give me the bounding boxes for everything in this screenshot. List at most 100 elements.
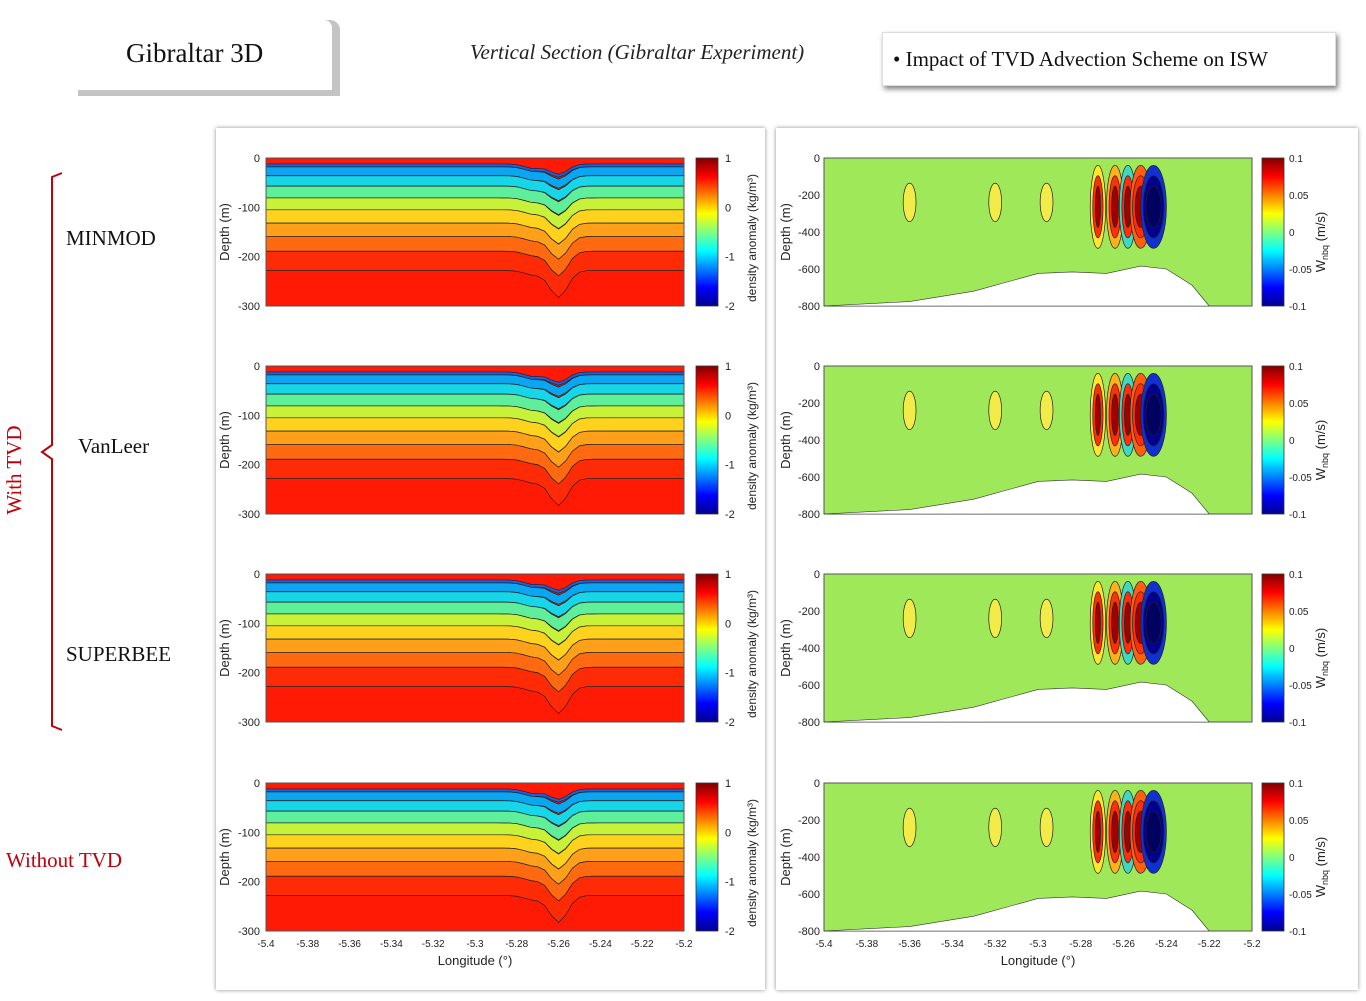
weak-cell [1039, 807, 1054, 847]
velocity-xtick: -5.38 [855, 939, 878, 950]
isw-contour [1145, 810, 1162, 853]
density-colorbar [695, 782, 719, 932]
density-ylabel: Depth (m) [217, 203, 232, 261]
velocity-ylabel: Depth (m) [778, 203, 793, 261]
density-xtick: -5.38 [296, 939, 319, 950]
velocity-cbar-label: Wnbq (m/s) [1313, 212, 1330, 273]
impact-note-text: Impact of TVD Advection Scheme on ISW [905, 47, 1268, 71]
density-axes [265, 157, 685, 307]
density-plot-2 [265, 573, 719, 723]
velocity-cbar-label: Wnbq (m/s) [1313, 837, 1330, 898]
density-ytick: -300 [238, 717, 260, 729]
density-axes [265, 365, 685, 515]
density-xlabel: Longitude (°) [438, 953, 513, 968]
density-ytick: 0 [254, 361, 260, 373]
velocity-ytick: 0 [814, 361, 820, 373]
velocity-plot-3 [823, 782, 1285, 932]
velocity-ytick: -800 [798, 509, 820, 521]
velocity-xtick: -5.34 [941, 939, 964, 950]
velocity-plot-1 [823, 365, 1285, 515]
density-xtick: -5.26 [547, 939, 570, 950]
velocity-cbar-tick: 0.1 [1289, 154, 1303, 165]
density-ytick: -200 [238, 668, 260, 680]
velocity-cbar-tick: 0.05 [1289, 816, 1309, 827]
density-plot-1 [265, 365, 719, 515]
velocity-ytick: -800 [798, 926, 820, 938]
isw-contour [1095, 185, 1101, 228]
velocity-colorbar [1261, 157, 1285, 307]
density-cbar-tick: 1 [725, 778, 731, 790]
density-plot-3 [265, 782, 719, 932]
isw-contour [1095, 393, 1101, 436]
density-cbar-tick: -1 [725, 877, 735, 889]
velocity-xtick: -5.26 [1112, 939, 1135, 950]
velocity-ytick: 0 [814, 153, 820, 165]
isw-contour [1111, 601, 1119, 644]
velocity-colorbar [1261, 573, 1285, 723]
density-cbar-tick: 0 [725, 618, 731, 630]
density-cbar-label: density anomaly (kg/m³) [745, 590, 759, 718]
velocity-xtick: -5.28 [1069, 939, 1092, 950]
isw-contour [1111, 393, 1119, 436]
velocity-cbar-tick: -0.1 [1289, 302, 1307, 313]
density-ylabel: Depth (m) [217, 619, 232, 677]
velocity-ytick: -600 [798, 889, 820, 901]
density-axes [265, 782, 685, 932]
with-tvd-bracket: With TVD [2, 172, 63, 731]
density-cbar-tick: -1 [725, 668, 735, 680]
density-cbar-tick: -2 [725, 509, 735, 521]
velocity-ytick: -200 [798, 606, 820, 618]
density-cbar-tick: 1 [725, 361, 731, 373]
isw-contour [1145, 185, 1162, 228]
density-ytick: -200 [238, 460, 260, 472]
density-ytick: -100 [238, 827, 260, 839]
velocity-ytick: -400 [798, 435, 820, 447]
velocity-colorbar [1261, 782, 1285, 932]
bathymetry [823, 890, 1210, 932]
velocity-cbar-tick: -0.1 [1289, 718, 1307, 729]
title-tab: Gibraltar 3D [78, 20, 340, 96]
weak-cell [902, 182, 917, 222]
title-tab-face: Gibraltar 3D [78, 20, 332, 90]
bathymetry [823, 473, 1210, 515]
velocity-cbar-tick: -0.05 [1289, 890, 1312, 901]
velocity-ytick: -400 [798, 643, 820, 655]
density-xtick: -5.32 [422, 939, 445, 950]
density-cbar-tick: -2 [725, 926, 735, 938]
scheme-label-superbee: SUPERBEE [66, 642, 172, 666]
density-ytick: 0 [254, 778, 260, 790]
velocity-ytick: -800 [798, 717, 820, 729]
velocity-cbar-tick: -0.05 [1289, 681, 1312, 692]
weak-cell [988, 598, 1002, 638]
weak-cell [1039, 598, 1054, 638]
velocity-xlabel: Longitude (°) [1001, 953, 1076, 968]
velocity-ytick: -200 [798, 398, 820, 410]
velocity-ytick: 0 [814, 569, 820, 581]
density-ytick: -300 [238, 509, 260, 521]
velocity-cbar-tick: 0.1 [1289, 570, 1303, 581]
velocity-cbar-tick: -0.05 [1289, 265, 1312, 276]
weak-cell [902, 598, 917, 638]
density-cbar-tick: 0 [725, 202, 731, 214]
density-ytick: -200 [238, 877, 260, 889]
velocity-cbar-tick: 0.05 [1289, 607, 1309, 618]
velocity-xtick: -5.24 [1155, 939, 1178, 950]
density-cbar-label: density anomaly (kg/m³) [745, 174, 759, 302]
velocity-cbar-tick: 0.05 [1289, 399, 1309, 410]
weak-cell [1039, 182, 1054, 222]
density-xtick: -5.28 [505, 939, 528, 950]
density-ytick: -200 [238, 252, 260, 264]
density-cbar-tick: -1 [725, 252, 735, 264]
weak-cell [902, 807, 917, 847]
scheme-label-minmod: MINMOD [66, 226, 156, 250]
velocity-xtick: -5.2 [1243, 939, 1261, 950]
density-cbar-tick: -2 [725, 301, 735, 313]
scheme-label-vanleer: VanLeer [78, 434, 150, 458]
isw-contour [1145, 601, 1162, 644]
density-xtick: -5.36 [338, 939, 361, 950]
velocity-plot-0 [823, 157, 1285, 307]
density-ytick: -100 [238, 410, 260, 422]
isw-contour [1111, 810, 1119, 853]
density-plot-0 [265, 157, 719, 307]
page-title: Gibraltar 3D [126, 38, 264, 68]
